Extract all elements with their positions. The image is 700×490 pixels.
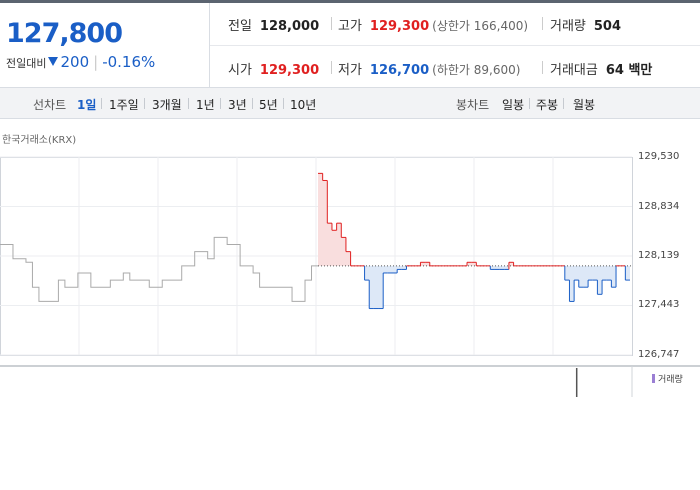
change-separator: |	[93, 53, 99, 71]
y-tick-label: 126,747	[638, 349, 680, 360]
down-area-fill	[318, 265, 630, 309]
amount-label: 거래대금	[550, 63, 598, 78]
amount-value: 64 백만	[605, 63, 653, 78]
price-box: 127,800 전일대비 200 | -0.16%	[0, 3, 210, 87]
tab-monthly[interactable]: 월봉	[573, 98, 596, 112]
row-divider	[210, 45, 700, 46]
chart-tabs: 선차트 1일 1주일 3개월 1년 3년 5년 10년 봉차트 일봉 주봉 월봉	[0, 88, 700, 119]
tab-1w[interactable]: 1주일	[109, 98, 139, 112]
prev-close-cell: 전일 128,000	[228, 15, 319, 34]
change-label: 전일대비	[6, 57, 47, 70]
change-percent: -0.16%	[102, 53, 156, 71]
open-value: 129,300	[259, 63, 320, 78]
amount-cell: 거래대금 64 백만	[550, 59, 652, 78]
volume-value: 504	[593, 19, 622, 34]
low-label: 저가	[338, 63, 362, 78]
lower-limit: (하한가 89,600)	[432, 63, 521, 77]
upper-limit: (상한가 166,400)	[432, 19, 529, 33]
tab-5y[interactable]: 5년	[259, 98, 278, 112]
prev-day-line	[0, 236, 318, 302]
tab-10y[interactable]: 10년	[290, 98, 317, 112]
tab-1y[interactable]: 1년	[196, 98, 215, 112]
line-chart-title: 선차트	[33, 98, 67, 112]
tab-3y[interactable]: 3년	[228, 98, 247, 112]
tab-daily[interactable]: 일봉	[502, 98, 525, 112]
y-tick-label: 129,530	[638, 151, 680, 162]
candle-chart-title: 봉차트	[456, 98, 490, 112]
tab-divider	[220, 98, 221, 109]
up-area-fill	[318, 173, 630, 266]
tab-divider	[144, 98, 145, 109]
cell-divider	[331, 61, 332, 74]
volume-cell: 거래량 504	[550, 15, 621, 34]
cell-divider	[542, 17, 543, 30]
quote-panel: 127,800 전일대비 200 | -0.16% 전일 128,000 고가 129,3…	[0, 3, 700, 88]
tab-divider	[252, 98, 253, 109]
change-value: 200	[60, 53, 90, 71]
open-cell: 시가 129,300	[228, 59, 319, 78]
volume-legend-label: 거래량	[658, 375, 683, 385]
prev-close-value: 128,000	[259, 19, 320, 34]
current-price: 127,800	[6, 18, 123, 49]
volume-bar	[575, 368, 578, 397]
cell-divider	[331, 17, 332, 30]
down-triangle-icon	[48, 57, 59, 66]
volume-label: 거래량	[550, 19, 586, 34]
high-label: 고가	[338, 19, 362, 34]
y-tick-label: 127,443	[638, 299, 680, 311]
tab-divider	[563, 98, 564, 109]
low-value: 126,700	[369, 63, 430, 78]
tab-weekly[interactable]: 주봉	[536, 98, 559, 112]
high-cell: 고가 129,300 (상한가 166,400)	[338, 15, 528, 34]
top-border	[0, 0, 700, 3]
data-source: 한국거래소(KRX)	[2, 135, 77, 146]
cell-divider	[542, 61, 543, 74]
volume-legend: 거래량	[652, 372, 683, 385]
open-label: 시가	[228, 63, 252, 78]
price-change: 전일대비 200 | -0.16%	[6, 53, 155, 71]
tab-1d[interactable]: 1일	[77, 98, 97, 112]
y-tick-label: 128,834	[638, 200, 680, 212]
tab-3m[interactable]: 3개월	[152, 98, 182, 112]
tab-divider	[188, 98, 189, 109]
tab-divider	[283, 98, 284, 109]
tab-divider	[101, 98, 102, 109]
prev-close-label: 전일	[228, 19, 252, 34]
y-tick-label: 128,139	[638, 249, 680, 261]
high-value: 129,300	[369, 19, 430, 34]
low-cell: 저가 126,700 (하한가 89,600)	[338, 59, 520, 78]
tab-divider	[529, 98, 530, 109]
volume-swatch	[652, 374, 655, 383]
